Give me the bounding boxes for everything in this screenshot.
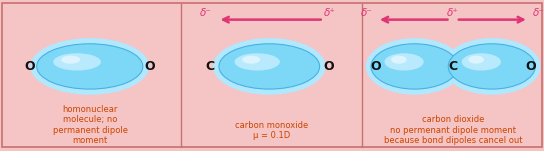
Ellipse shape [37, 44, 143, 89]
Text: carbon dioxide
no permenant dipole moment
because bond dipoles cancel out: carbon dioxide no permenant dipole momen… [384, 115, 522, 145]
Text: O: O [24, 60, 35, 73]
Ellipse shape [371, 44, 458, 89]
Ellipse shape [385, 53, 424, 71]
Text: δ⁺: δ⁺ [324, 8, 336, 18]
Ellipse shape [53, 53, 101, 71]
Ellipse shape [30, 38, 149, 95]
Ellipse shape [391, 56, 407, 64]
Text: δ⁻: δ⁻ [533, 8, 544, 18]
Ellipse shape [61, 56, 80, 64]
Text: δ⁻: δ⁻ [361, 8, 373, 18]
Ellipse shape [219, 44, 319, 89]
Ellipse shape [462, 53, 501, 71]
Text: C: C [205, 60, 214, 73]
Text: O: O [324, 60, 335, 73]
Text: O: O [370, 60, 381, 73]
Ellipse shape [213, 38, 326, 95]
Ellipse shape [443, 38, 541, 95]
Text: O: O [525, 60, 536, 73]
Text: O: O [144, 60, 155, 73]
Ellipse shape [468, 56, 484, 64]
Ellipse shape [366, 38, 463, 95]
Ellipse shape [242, 56, 260, 64]
Ellipse shape [448, 44, 535, 89]
Text: δ⁺: δ⁺ [447, 8, 459, 18]
Text: C: C [449, 60, 458, 73]
Text: δ⁻: δ⁻ [200, 8, 212, 18]
Text: carbon monoxide
μ = 0.1D: carbon monoxide μ = 0.1D [235, 121, 308, 140]
Text: homonuclear
molecule; no
permanent dipole
moment: homonuclear molecule; no permanent dipol… [53, 105, 128, 145]
Ellipse shape [234, 53, 280, 71]
